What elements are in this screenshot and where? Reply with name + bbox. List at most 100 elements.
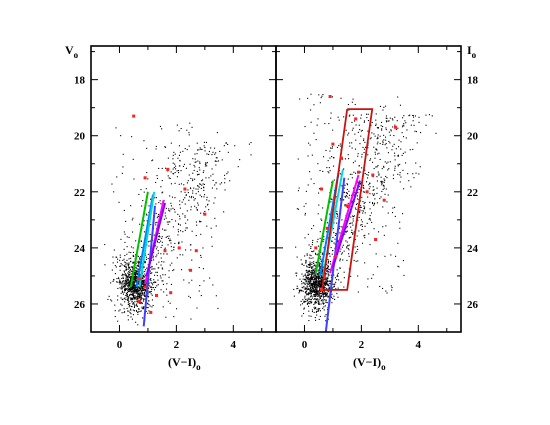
field-star [318, 274, 320, 276]
field-star [352, 98, 354, 100]
field-star [131, 297, 133, 299]
field-star [306, 265, 308, 267]
field-star [322, 302, 324, 304]
field-star [122, 291, 124, 293]
field-star [126, 296, 128, 298]
field-star [357, 291, 359, 293]
field-star [332, 228, 334, 230]
field-star [352, 216, 354, 218]
field-star [355, 204, 357, 206]
field-star [138, 268, 140, 270]
field-star [322, 293, 324, 295]
field-star [143, 300, 145, 302]
field-star [306, 290, 308, 292]
field-star [132, 261, 134, 263]
field-star [148, 291, 150, 293]
field-star [314, 270, 316, 272]
field-star [307, 155, 309, 157]
field-star [153, 279, 155, 281]
field-star [129, 288, 131, 290]
field-star [143, 285, 145, 287]
field-star [142, 283, 144, 285]
field-star [180, 183, 182, 185]
field-star [131, 266, 133, 268]
field-star [152, 304, 154, 306]
field-star [372, 193, 374, 195]
field-star [140, 296, 142, 298]
field-star [382, 287, 384, 289]
field-star [323, 296, 325, 298]
field-star [116, 281, 118, 283]
field-star [175, 165, 177, 167]
field-star [149, 305, 151, 307]
field-star [399, 104, 401, 106]
highlighted-star [328, 95, 332, 98]
field-star [141, 302, 143, 304]
field-star [317, 270, 319, 272]
field-star [305, 261, 307, 263]
field-star [310, 315, 312, 317]
field-star [361, 224, 363, 226]
field-star [304, 274, 306, 276]
field-star [314, 286, 316, 288]
isochrone-line [135, 194, 154, 288]
field-star [295, 246, 297, 248]
highlighted-star [394, 125, 397, 129]
field-star [199, 161, 201, 163]
field-star [354, 104, 356, 106]
field-star [410, 186, 412, 188]
field-star [145, 289, 147, 291]
field-star [344, 158, 346, 160]
field-star [132, 303, 134, 305]
field-star [325, 277, 327, 279]
field-star [419, 166, 421, 168]
field-star [311, 311, 313, 313]
field-star [323, 306, 325, 308]
field-star [119, 265, 121, 267]
field-star [142, 308, 144, 310]
field-star [293, 295, 295, 297]
field-star [383, 178, 385, 180]
field-star [369, 186, 371, 188]
field-star [310, 280, 312, 282]
field-star [136, 261, 138, 263]
field-star [126, 288, 128, 290]
field-star [223, 145, 225, 147]
field-star [183, 279, 185, 281]
field-star [342, 244, 344, 246]
field-star [361, 221, 363, 223]
field-star [325, 314, 327, 316]
field-star [310, 296, 312, 298]
field-star [325, 294, 327, 296]
field-star [390, 254, 392, 256]
field-star [360, 130, 362, 132]
field-star [349, 142, 351, 144]
field-star [311, 274, 313, 276]
field-star [137, 271, 139, 273]
field-star [346, 193, 348, 195]
field-star [189, 122, 191, 124]
field-star [132, 283, 134, 285]
field-star [156, 254, 158, 256]
field-star [347, 104, 349, 106]
field-star [190, 177, 192, 179]
field-star [403, 188, 405, 190]
field-star [128, 266, 130, 268]
field-star [341, 252, 343, 254]
field-star [343, 286, 345, 288]
field-star [187, 219, 189, 221]
field-star [328, 295, 330, 297]
field-star [301, 286, 303, 288]
field-star [402, 260, 404, 262]
field-star [192, 190, 194, 192]
field-star [310, 178, 312, 180]
field-star [313, 294, 315, 296]
field-star [156, 285, 158, 287]
field-star [221, 159, 223, 161]
field-star [162, 274, 164, 276]
field-star [200, 254, 202, 256]
field-star [314, 264, 316, 266]
field-star [309, 291, 311, 293]
field-star [350, 236, 352, 238]
field-star [203, 196, 205, 198]
